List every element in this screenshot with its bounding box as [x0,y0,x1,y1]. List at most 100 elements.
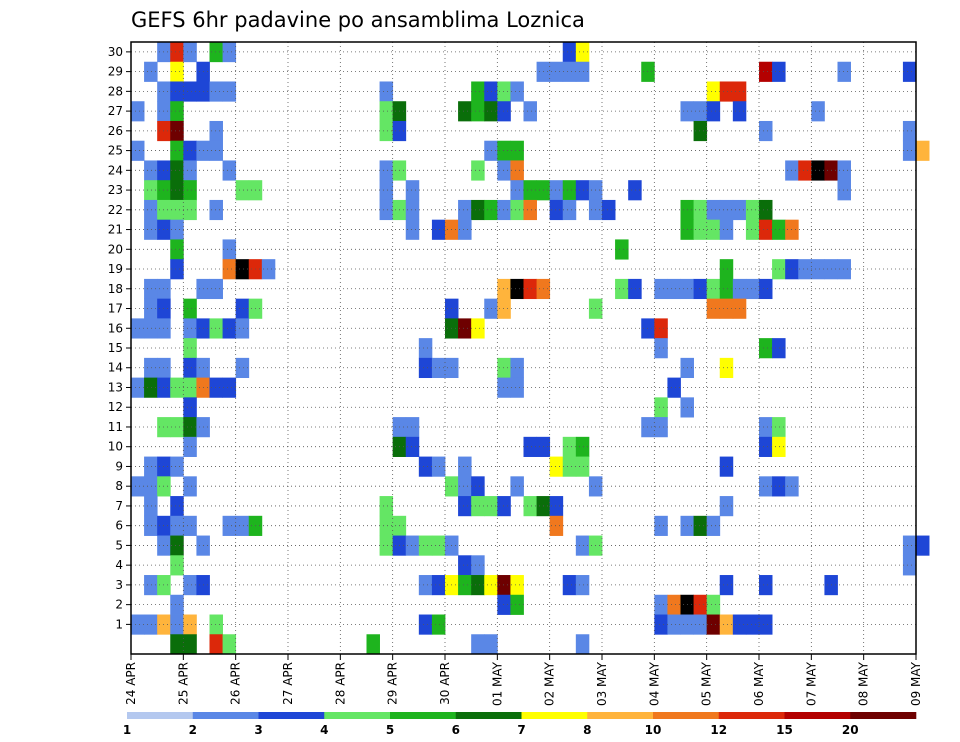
precip-cell [131,318,145,339]
legend-swatch [127,712,194,719]
precip-cell [471,555,485,576]
precip-cell [183,476,197,497]
precip-cell [667,614,681,635]
precip-cell [719,259,734,280]
precip-cell [235,357,250,379]
precip-cell [431,456,446,477]
precip-cell [497,278,511,300]
legend-swatch [455,712,522,719]
precip-cell [170,259,184,280]
precip-cell [183,377,197,398]
precip-cell [471,101,485,122]
precip-cell [170,219,184,240]
legend-label: 3 [254,723,262,737]
precip-cell [379,101,394,122]
precip-cell [458,456,472,477]
precip-cell [497,101,511,122]
color-legend: 1 2 3 4 5 6 7 8 10 12 15 20 [123,712,917,737]
precip-cell [431,357,446,379]
precip-cell [379,180,394,201]
y-tick-label: 10 [108,440,123,454]
precip-cell [510,180,524,201]
precip-cell [837,61,851,82]
precip-cell [144,456,158,477]
precip-cell [170,61,184,82]
precip-cell [170,377,184,398]
precip-cell [170,199,184,221]
precip-cell [458,476,472,497]
precip-cell [209,614,223,635]
precip-cell [562,42,577,63]
precip-cell [654,515,668,536]
precip-cell [549,515,564,536]
precip-cell [719,219,734,240]
precip-cell [706,278,721,300]
precip-cell [183,575,197,596]
y-tick-label: 21 [108,223,123,237]
precip-cell [759,575,773,596]
precip-cell [745,278,760,300]
precip-cell [497,357,511,379]
precip-cell [183,140,197,161]
x-tick-label: 24 APR [124,662,138,705]
precip-cell [759,199,773,221]
y-tick-label: 16 [108,321,123,335]
precip-cell [222,515,237,536]
y-tick-label: 25 [108,144,123,158]
precip-cell [693,101,708,122]
x-tick-label: 01 MAY [490,661,504,706]
precip-cell [549,199,564,221]
precip-cell [497,140,511,161]
precip-cell [497,81,511,102]
chart-title: GEFS 6hr padavine po ansamblima Loznica [131,8,585,32]
legend-label: 2 [189,723,197,737]
precip-cell [837,160,851,181]
legend-swatch [850,712,917,719]
precip-cell [549,456,564,477]
legend-label: 15 [776,723,793,737]
precip-cell [602,199,616,221]
y-tick-label: 7 [115,499,123,513]
precip-cell [183,81,197,102]
precip-cell [418,456,433,477]
precip-cell [170,594,184,615]
precip-cell [615,278,629,300]
precip-cell [562,436,577,457]
precip-cell [562,180,577,201]
precip-cell [706,594,721,615]
x-tick-label: 06 MAY [752,661,766,706]
precip-cell [575,61,590,82]
precip-cell [772,436,786,457]
precip-cell [170,81,184,102]
precip-cell [144,515,158,536]
precip-cell [183,357,197,379]
precip-cell [405,535,420,556]
y-tick-label: 28 [108,84,123,98]
precip-cell [902,555,917,576]
precip-cell [575,180,590,201]
precip-cell [222,318,237,339]
precip-cell [719,278,734,300]
y-tick-label: 2 [115,598,123,612]
precip-cell [628,180,642,201]
precip-cell [523,101,537,122]
precip-cell [693,614,708,635]
legend-label: 6 [452,723,460,737]
precip-cell [497,594,511,615]
precip-cell [772,417,786,438]
precip-cell [405,219,420,240]
precip-cell [235,180,250,201]
precip-cell [458,101,472,122]
precip-cell [562,575,577,596]
precip-cell [798,259,812,280]
x-axis-ticks: 24 APR 25 APR 26 APR 27 APR 28 APR 29 APR 30 A… [124,654,923,706]
legend-swatch [324,712,391,719]
precip-cell [209,199,223,221]
precip-cell [261,259,276,280]
precip-cell [471,496,485,517]
precip-cell [144,160,158,181]
precip-cell [706,199,721,221]
precip-cell [170,535,184,556]
precip-cell [183,318,197,339]
precip-cell [706,101,721,122]
